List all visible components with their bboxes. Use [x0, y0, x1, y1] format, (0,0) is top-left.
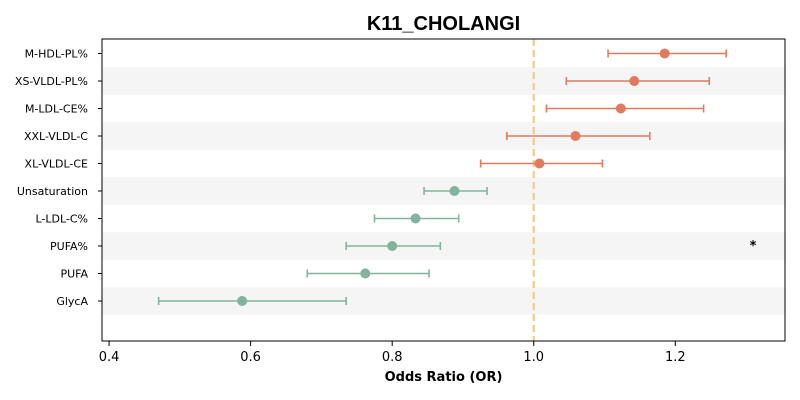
y-axis: M-HDL-PL% XS-VLDL-PL% M-LDL-CE% XXL-VLDL-C X…: [15, 48, 102, 308]
y-tick-label: M-HDL-PL%: [25, 48, 88, 61]
x-tick-label: 1.0: [523, 350, 544, 365]
y-tick-label: GlycA: [56, 295, 88, 308]
or-point: [387, 241, 398, 251]
x-axis-label: Odds Ratio (OR): [385, 370, 503, 385]
or-point: [570, 131, 581, 141]
or-point: [237, 296, 248, 306]
chart-title: K11_CHOLANGI: [367, 13, 520, 35]
y-tick-label: M-LDL-CE%: [25, 103, 88, 116]
x-tick-label: 0.4: [99, 350, 120, 365]
y-tick-label: Unsaturation: [17, 185, 88, 198]
or-point: [659, 48, 670, 59]
odds-ratio-points: [237, 48, 670, 306]
y-tick-label: XS-VLDL-PL%: [15, 75, 88, 88]
or-point: [360, 268, 371, 279]
y-tick-label: L-LDL-C%: [35, 213, 88, 226]
x-tick-label: 0.6: [240, 350, 261, 365]
or-point: [615, 103, 626, 114]
row-band: [102, 122, 785, 150]
or-point: [534, 158, 545, 169]
or-point: [449, 186, 460, 196]
row-band: [102, 232, 785, 260]
y-tick-label: XXL-VLDL-C: [24, 130, 88, 143]
x-tick-label: 0.8: [382, 350, 403, 365]
or-point: [629, 76, 640, 86]
y-tick-label: PUFA%: [50, 240, 88, 253]
x-tick-label: 1.2: [665, 350, 686, 365]
or-point: [410, 213, 421, 224]
y-tick-label: XL-VLDL-CE: [25, 158, 89, 171]
plot-frame: [101, 38, 786, 342]
x-axis: 0.4 0.6 0.8 1.0 1.2: [99, 341, 686, 365]
y-tick-label: PUFA: [60, 268, 88, 281]
significance-marker: *: [750, 239, 757, 254]
significance-annotations: *: [750, 239, 757, 254]
